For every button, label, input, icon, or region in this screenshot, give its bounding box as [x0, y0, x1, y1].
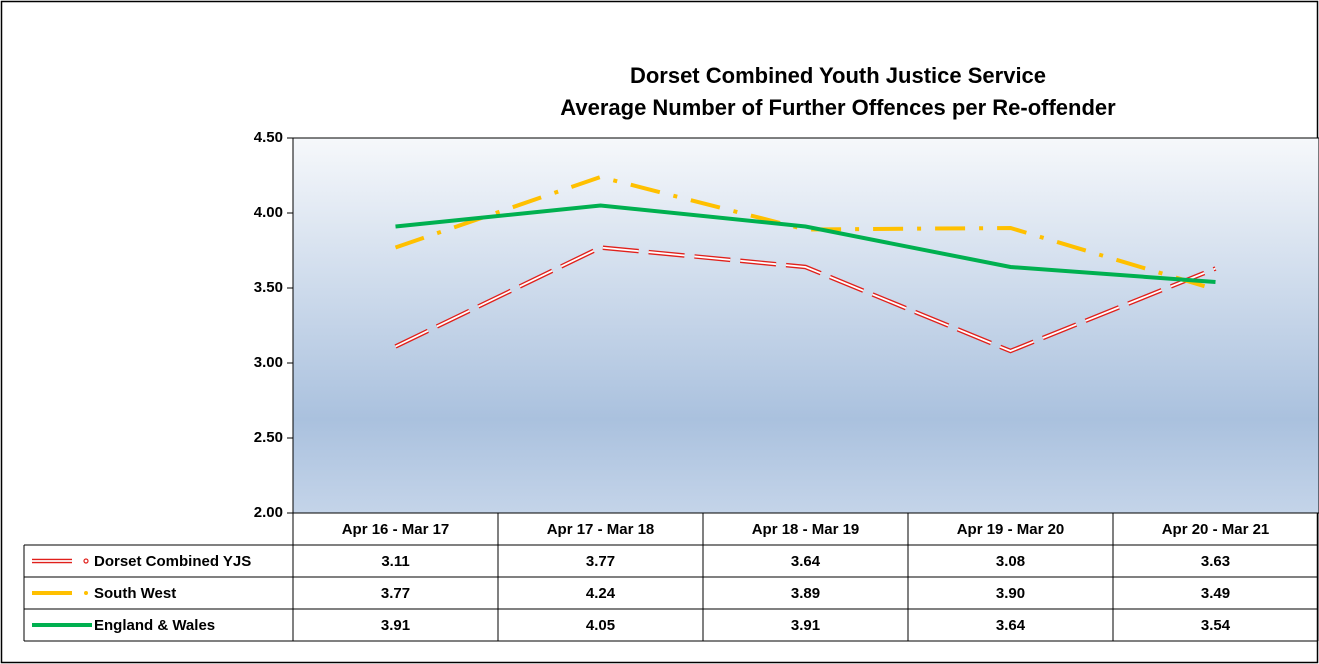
table-value: 3.11 — [381, 553, 409, 570]
table-value: 3.91 — [381, 617, 410, 634]
x-tick-label: Apr 19 - Mar 20 — [957, 521, 1065, 538]
y-tick-label: 4.50 — [254, 129, 283, 146]
x-tick-label: Apr 17 - Mar 18 — [547, 521, 655, 538]
table-value: 3.89 — [791, 585, 820, 602]
x-tick-label: Apr 20 - Mar 21 — [1162, 521, 1270, 538]
table-value: 3.64 — [791, 553, 821, 570]
line — [395, 203, 1216, 284]
line-inner — [395, 246, 1216, 352]
table-value: 3.77 — [381, 585, 410, 602]
legend-label: Dorset Combined YJS — [94, 553, 251, 570]
x-tick-label: Apr 16 - Mar 17 — [342, 521, 450, 538]
plot-area — [292, 137, 1319, 514]
legend-label: England & Wales — [94, 617, 215, 634]
table-value: 3.64 — [996, 617, 1026, 634]
y-tick-label: 4.00 — [254, 204, 283, 221]
legend-dot — [84, 591, 88, 595]
y-tick-label: 3.00 — [254, 354, 283, 371]
legend-label: South West — [94, 585, 176, 602]
chart-title: Dorset Combined Youth Justice Service — [630, 63, 1046, 88]
table-value: 3.90 — [996, 585, 1025, 602]
x-tick-label: Apr 18 - Mar 19 — [752, 521, 860, 538]
table-value: 3.54 — [1201, 617, 1231, 634]
y-tick-label: 3.50 — [254, 279, 283, 296]
table-value: 3.63 — [1201, 553, 1230, 570]
table-value: 4.24 — [586, 585, 616, 602]
legend-dot — [83, 558, 89, 564]
table-value: 3.49 — [1201, 585, 1230, 602]
table-value: 4.05 — [586, 617, 615, 634]
table-value: 3.91 — [791, 617, 820, 634]
y-tick-label: 2.00 — [254, 504, 283, 521]
chart-subtitle: Average Number of Further Offences per R… — [560, 95, 1116, 120]
table-value: 3.77 — [586, 553, 615, 570]
table-value: 3.08 — [996, 553, 1025, 570]
y-tick-label: 2.50 — [254, 429, 283, 446]
line — [394, 174, 1217, 292]
